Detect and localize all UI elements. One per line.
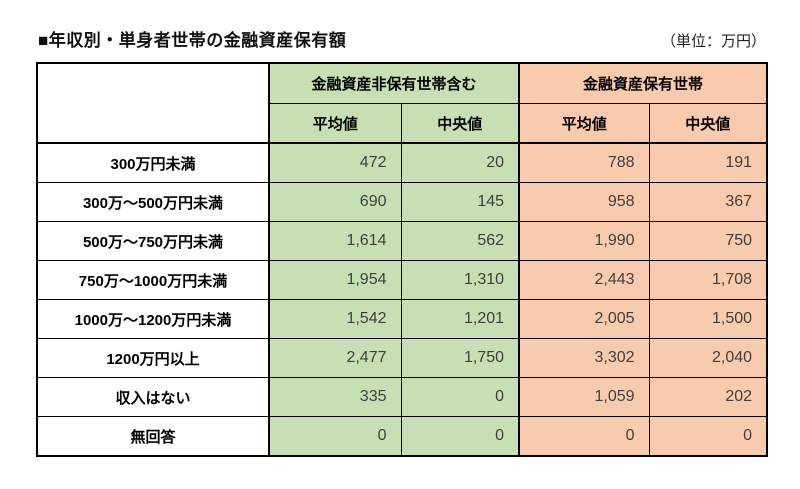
cell-value: 1,750	[400, 338, 520, 378]
cell-value: 472	[268, 142, 402, 183]
row-label: 収入はない	[36, 377, 270, 417]
cell-value: 0	[518, 416, 650, 457]
row-label: 750万～1000万円未満	[36, 260, 270, 300]
income-asset-table: 金融資産非保有世帯含む 金融資産保有世帯 平均値 中央値 平均値 中央値 300…	[36, 62, 769, 457]
cell-value: 562	[400, 221, 520, 261]
cell-value: 202	[648, 377, 768, 417]
row-label: 300万円未満	[36, 142, 270, 183]
row-label: 無回答	[36, 416, 270, 457]
cell-value: 1,708	[648, 260, 768, 300]
cell-value: 1,990	[518, 221, 650, 261]
unit-label: （単位：万円）	[660, 33, 766, 50]
cell-value: 0	[400, 416, 520, 457]
cell-value: 2,040	[648, 338, 768, 378]
page-title: ■年収別・単身者世帯の金融資産保有額	[38, 31, 347, 50]
corner-cell	[36, 62, 270, 144]
table-row: 500万～750万円未満 1,614 562 1,990 750	[36, 221, 768, 261]
cell-value: 1,614	[268, 221, 402, 261]
cell-value: 958	[518, 182, 650, 222]
col-header-median-green: 中央値	[400, 103, 520, 144]
cell-value: 1,542	[268, 299, 402, 339]
table-row: 300万円未満 472 20 788 191	[36, 142, 768, 183]
cell-value: 750	[648, 221, 768, 261]
table-row: 750万～1000万円未満 1,954 1,310 2,443 1,708	[36, 260, 768, 300]
table-row: 無回答 0 0 0 0	[36, 416, 768, 457]
cell-value: 0	[268, 416, 402, 457]
row-label: 1200万円以上	[36, 338, 270, 378]
group-header-row: 金融資産非保有世帯含む 金融資産保有世帯	[36, 62, 768, 144]
cell-value: 1,954	[268, 260, 402, 300]
col-header-mean-green: 平均値	[268, 103, 402, 144]
cell-value: 145	[400, 182, 520, 222]
col-header-median-orange: 中央値	[648, 103, 768, 144]
table-row: 1200万円以上 2,477 1,750 3,302 2,040	[36, 338, 768, 378]
row-label: 300万～500万円未満	[36, 182, 270, 222]
cell-value: 1,201	[400, 299, 520, 339]
row-label: 1000万～1200万円未満	[36, 299, 270, 339]
cell-value: 2,443	[518, 260, 650, 300]
table-row: 収入はない 335 0 1,059 202	[36, 377, 768, 417]
cell-value: 1,310	[400, 260, 520, 300]
cell-value: 2,005	[518, 299, 650, 339]
cell-value: 335	[268, 377, 402, 417]
group-header-nonholders-included: 金融資産非保有世帯含む	[267, 62, 520, 104]
table-row: 1000万～1200万円未満 1,542 1,201 2,005 1,500	[36, 299, 768, 339]
group-header-holders: 金融資産保有世帯	[518, 62, 768, 104]
cell-value: 1,059	[518, 377, 650, 417]
cell-value: 367	[648, 182, 768, 222]
cell-value: 191	[648, 142, 768, 183]
cell-value: 788	[518, 142, 650, 183]
cell-value: 690	[268, 182, 402, 222]
cell-value: 0	[648, 416, 768, 457]
sub-header-row: 平均値 中央値 平均値 中央値	[37, 103, 768, 144]
cell-value: 2,477	[268, 338, 402, 378]
col-header-mean-orange: 平均値	[518, 103, 650, 144]
cell-value: 3,302	[518, 338, 650, 378]
page-header: ■年収別・単身者世帯の金融資産保有額 （単位：万円）	[38, 26, 766, 51]
cell-value: 1,500	[648, 299, 768, 339]
cell-value: 20	[400, 142, 520, 183]
cell-value: 0	[400, 377, 520, 417]
row-label: 500万～750万円未満	[36, 221, 270, 261]
table-row: 300万～500万円未満 690 145 958 367	[36, 182, 768, 222]
